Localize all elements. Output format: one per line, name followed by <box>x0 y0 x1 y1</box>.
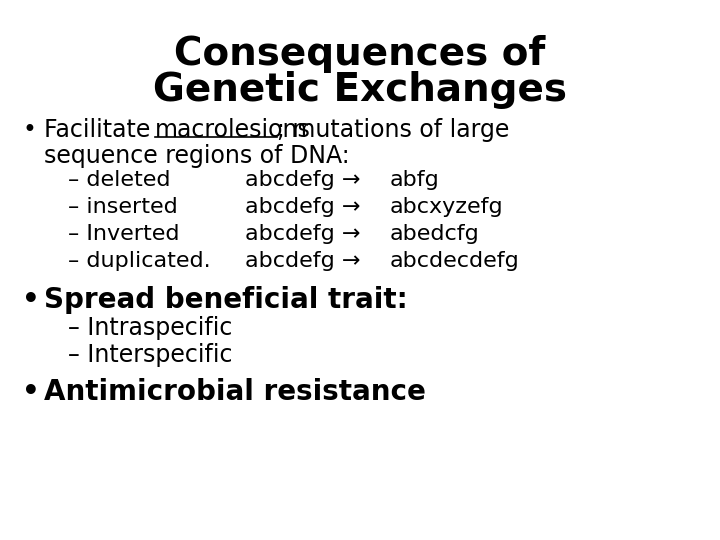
Text: – deleted: – deleted <box>68 170 171 190</box>
Text: abcdefg →: abcdefg → <box>245 170 361 190</box>
Text: abcxyzefg: abcxyzefg <box>390 197 503 217</box>
Text: Genetic Exchanges: Genetic Exchanges <box>153 71 567 109</box>
Text: macrolesions: macrolesions <box>156 118 311 142</box>
Text: abedcfg: abedcfg <box>390 224 480 244</box>
Text: •: • <box>22 286 40 314</box>
Text: abcdefg →: abcdefg → <box>245 197 361 217</box>
Text: Facilitate: Facilitate <box>44 118 158 142</box>
Text: Consequences of: Consequences of <box>174 35 546 73</box>
Text: – Intraspecific: – Intraspecific <box>68 316 233 340</box>
Text: abfg: abfg <box>390 170 440 190</box>
Text: •: • <box>22 118 36 142</box>
Text: •: • <box>22 378 40 406</box>
Text: – Interspecific: – Interspecific <box>68 343 233 367</box>
Text: – inserted: – inserted <box>68 197 178 217</box>
Text: abcdefg →: abcdefg → <box>245 224 361 244</box>
Text: – duplicated.: – duplicated. <box>68 251 211 271</box>
Text: Spread beneficial trait:: Spread beneficial trait: <box>44 286 408 314</box>
Text: sequence regions of DNA:: sequence regions of DNA: <box>44 144 350 168</box>
Text: abcdecdefg: abcdecdefg <box>390 251 520 271</box>
Text: ; mutations of large: ; mutations of large <box>276 118 509 142</box>
Text: abcdefg →: abcdefg → <box>245 251 361 271</box>
Text: Antimicrobial resistance: Antimicrobial resistance <box>44 378 426 406</box>
Text: – Inverted: – Inverted <box>68 224 179 244</box>
